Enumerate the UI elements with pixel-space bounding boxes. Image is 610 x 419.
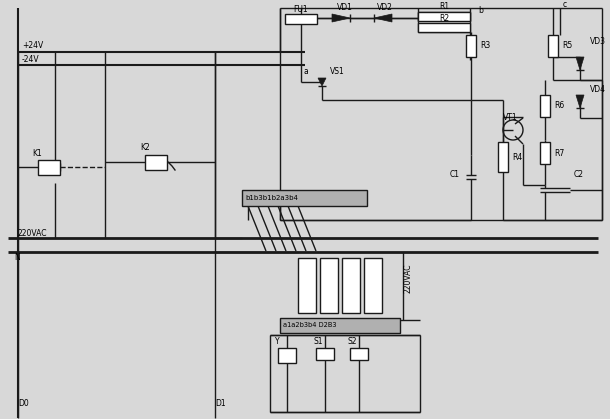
Text: K2: K2 [140, 143, 149, 153]
Bar [145, 155, 167, 170]
Text: 220VAC: 220VAC [403, 263, 412, 293]
Polygon shape [374, 14, 392, 22]
Text: R7: R7 [554, 148, 564, 158]
Polygon shape [576, 95, 584, 108]
Text: R5: R5 [562, 41, 572, 51]
Text: R6: R6 [554, 101, 564, 111]
Bar [364, 258, 382, 313]
Bar [540, 142, 550, 164]
Bar [498, 142, 508, 172]
Bar [298, 258, 316, 313]
Text: VD4: VD4 [590, 85, 606, 95]
Text: S1: S1 [313, 337, 323, 347]
Text: Y: Y [275, 337, 279, 347]
Bar [418, 23, 470, 32]
Text: D1: D1 [215, 398, 226, 408]
Bar [316, 348, 334, 360]
Text: VD1: VD1 [337, 3, 353, 13]
Polygon shape [318, 78, 326, 86]
Text: S2: S2 [347, 337, 356, 347]
Bar [38, 160, 60, 175]
Text: FU1: FU1 [293, 5, 308, 15]
Text: K1: K1 [32, 148, 41, 158]
Text: C1: C1 [450, 171, 460, 179]
Text: b1b3b1b2a3b4: b1b3b1b2a3b4 [245, 195, 298, 201]
Bar [285, 14, 317, 24]
Bar [466, 35, 476, 57]
Text: R3: R3 [480, 41, 490, 51]
Bar [280, 318, 400, 333]
Bar [548, 35, 558, 57]
Text: D0: D0 [18, 398, 29, 408]
Text: C2: C2 [574, 171, 584, 179]
Bar [320, 258, 338, 313]
Text: R4: R4 [512, 153, 522, 161]
Text: R1: R1 [439, 3, 449, 11]
Bar [242, 190, 367, 206]
Polygon shape [332, 14, 350, 22]
Bar [278, 348, 296, 363]
Text: 220VAC: 220VAC [18, 228, 48, 238]
Text: b: b [478, 7, 483, 16]
Text: -24V: -24V [22, 54, 40, 64]
Bar [418, 12, 470, 21]
Text: N: N [14, 253, 20, 262]
Text: a: a [303, 67, 308, 77]
Bar [540, 95, 550, 117]
Bar [350, 348, 368, 360]
Text: c: c [563, 0, 567, 10]
Bar [342, 258, 360, 313]
Text: VT1: VT1 [503, 114, 517, 122]
Text: +24V: +24V [22, 41, 43, 51]
Text: R2: R2 [439, 15, 449, 23]
Text: VS1: VS1 [330, 67, 345, 77]
Text: VD2: VD2 [377, 3, 393, 13]
Polygon shape [576, 57, 584, 70]
Text: a1a2b3b4 D2B3: a1a2b3b4 D2B3 [283, 322, 337, 328]
Text: VD3: VD3 [590, 37, 606, 47]
